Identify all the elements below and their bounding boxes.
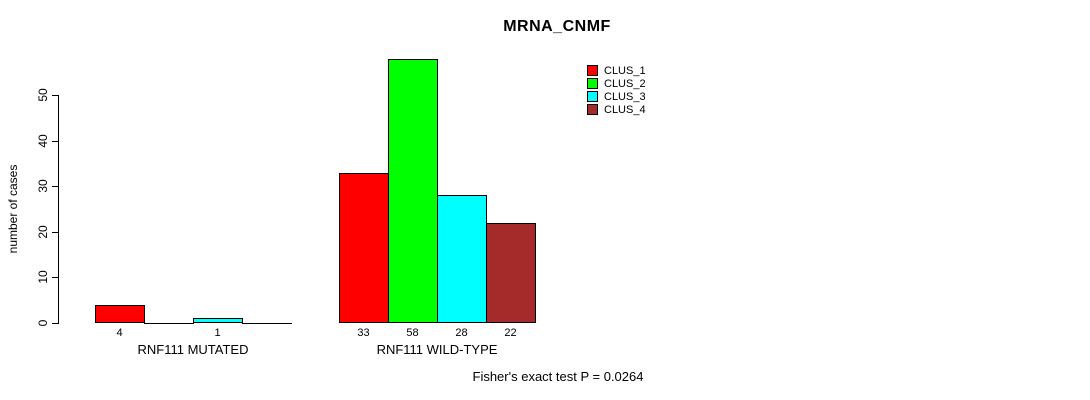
y-axis-tick (52, 186, 59, 187)
bar-value-label: 28 (455, 327, 468, 339)
fisher-test-annotation: Fisher's exact test P = 0.0264 (472, 369, 644, 384)
bar-clus-1-rnf111-wild-type (339, 173, 389, 323)
y-axis-tick (52, 95, 59, 96)
legend-label: CLUS_2 (604, 77, 646, 90)
legend-item-clus-4: CLUS_4 (587, 103, 646, 116)
legend-item-clus-2: CLUS_2 (587, 77, 646, 90)
legend-swatch-icon (587, 91, 598, 102)
legend-swatch-icon (587, 78, 598, 89)
y-axis-tick-label: 30 (36, 179, 50, 193)
bar-value-label: 4 (116, 327, 123, 339)
bar-zero-clus-2-rnf111-mutated (144, 323, 194, 324)
legend: CLUS_1 CLUS_2 CLUS_3 CLUS_4 (587, 64, 646, 116)
y-axis-label: number of cases (6, 164, 20, 254)
bar-value-label: 58 (406, 327, 419, 339)
y-axis-line (58, 95, 59, 324)
x-axis-group-label: RNF111 MUTATED (137, 342, 249, 357)
bar-clus-1-rnf111-mutated (95, 305, 145, 323)
x-axis-group-label: RNF111 WILD-TYPE (376, 342, 498, 357)
bar-clus-3-rnf111-mutated (193, 318, 243, 323)
chart-title: MRNA_CNMF (503, 18, 611, 35)
y-axis-tick (52, 232, 59, 233)
y-axis-tick (52, 323, 59, 324)
y-axis-tick-label: 10 (36, 270, 50, 284)
legend-item-clus-3: CLUS_3 (587, 90, 646, 103)
legend-item-clus-1: CLUS_1 (587, 64, 646, 77)
y-axis-tick (52, 141, 59, 142)
legend-label: CLUS_3 (604, 90, 646, 103)
y-axis-tick-label: 20 (36, 225, 50, 239)
legend-swatch-icon (587, 104, 598, 115)
y-axis-tick-label: 0 (36, 319, 50, 327)
legend-label: CLUS_4 (604, 103, 646, 116)
bar-clus-2-rnf111-wild-type (388, 59, 438, 323)
y-axis-tick (52, 277, 59, 278)
legend-label: CLUS_1 (604, 64, 646, 77)
bar-clus-3-rnf111-wild-type (437, 195, 487, 323)
y-axis-tick-label: 40 (36, 134, 50, 148)
y-axis-tick-label: 50 (36, 88, 50, 102)
bar-value-label: 1 (214, 327, 221, 339)
bar-value-label: 22 (504, 327, 517, 339)
bar-zero-clus-4-rnf111-mutated (242, 323, 292, 324)
legend-swatch-icon (587, 65, 598, 76)
bar-clus-4-rnf111-wild-type (486, 223, 536, 323)
bar-value-label: 33 (357, 327, 370, 339)
